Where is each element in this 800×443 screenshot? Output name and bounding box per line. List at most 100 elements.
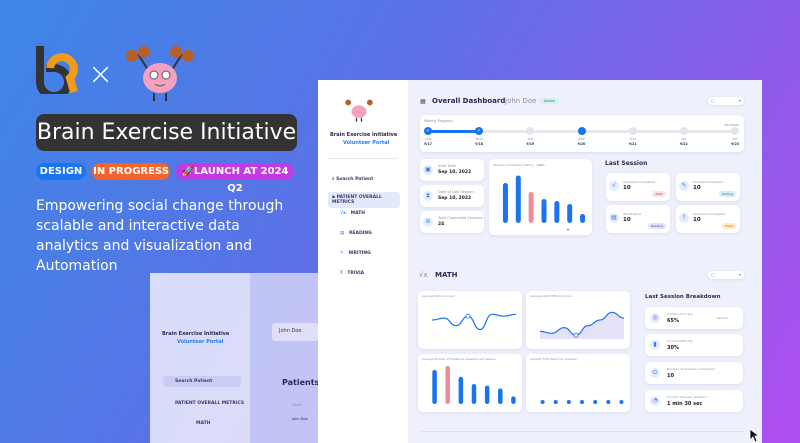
metric-icon: ⏻ (650, 368, 660, 378)
math-time-card: Average Time Spent per Question (526, 354, 630, 412)
category-icon: √ (609, 181, 619, 191)
back-user-field[interactable]: John Doe (272, 323, 318, 341)
launch-pill: 🚀LAUNCH AT 2024 Q2 (176, 163, 294, 194)
data-point[interactable] (465, 313, 471, 319)
bar[interactable] (498, 388, 503, 404)
series-line (431, 313, 517, 331)
category-badge: Trivia (722, 223, 736, 229)
day-label: SUN (424, 137, 432, 141)
breakdown-card: ◔ Current Time per Question 1 min 30 sec (645, 390, 743, 412)
day-date: 9/18 (475, 142, 484, 146)
stat-value: Sep 10, 2022 (438, 196, 472, 201)
day-date: 9/19 (526, 142, 535, 146)
sidebar-item-trivia[interactable]: ? TRIVIA (340, 271, 365, 276)
bar[interactable] (554, 201, 560, 223)
project-title: Brain Exercise Initiative (36, 114, 297, 151)
day-node[interactable] (628, 127, 637, 135)
day-node[interactable]: ✓ (424, 127, 432, 135)
bar[interactable] (619, 400, 624, 404)
last-session-card: ? Questions Completed 10 Trivia (676, 205, 740, 233)
breakdown-title: Last Session Breakdown (645, 294, 721, 300)
bar[interactable] (445, 366, 450, 404)
metric-value: 30% (667, 345, 679, 351)
session-history-title: Session Completion History (493, 163, 535, 167)
metric-value: 65% (667, 318, 679, 324)
metric-label: Number of Question Completed (667, 367, 715, 371)
bar[interactable] (606, 400, 611, 404)
chart-title: Average Number of Questions Answered per… (422, 357, 496, 361)
chart-icon: ▪ (332, 195, 337, 200)
card-label: Prompts Completed (693, 180, 723, 184)
weekly-timeline: ✓ SUN 9/17 ✓ MON 9/18 TUE 9/19 WED 9/20 THU 9/21 FRI… (420, 115, 744, 152)
bar[interactable] (502, 183, 508, 223)
brain-mascot-logo (126, 46, 194, 101)
bar[interactable] (432, 370, 437, 404)
day-node[interactable] (526, 127, 535, 135)
category-badge: Math (652, 191, 666, 197)
sidebar-item-writing[interactable]: ✎ WRITING (340, 251, 371, 256)
math-date-dropdown[interactable]: ▢ ▾ (708, 271, 744, 279)
last-session-card: ✎ Prompts Completed 10 Writing (676, 173, 740, 201)
metric-label: Current Time per Question (667, 395, 707, 399)
day-node[interactable] (577, 127, 586, 135)
bar[interactable] (541, 199, 547, 223)
day-date: 9/20 (577, 142, 586, 146)
math-difficulty-chart (539, 311, 625, 339)
sidebar-item-reading[interactable]: ▤ READING (340, 231, 372, 236)
session-history-legend: Math (537, 163, 545, 167)
day-node[interactable] (679, 127, 688, 135)
day-date: 9/21 (628, 142, 637, 146)
day-label: SAT (732, 137, 738, 141)
sidebar-logo (345, 99, 373, 122)
bar[interactable] (540, 400, 545, 404)
weekly-progress-label: Weekly Progress (424, 119, 453, 123)
background-screenshot: Brain Exercise Initiative Volunteer Port… (150, 273, 339, 443)
bar[interactable] (567, 204, 573, 223)
calendar-icon: ▢ (711, 272, 715, 277)
last-session-card: ▤ Words Read 10 Reading (606, 205, 670, 233)
chevron-down-icon: ▾ (738, 98, 741, 103)
bar[interactable] (580, 400, 584, 404)
bar[interactable] (553, 400, 558, 404)
sidebar-subtitle: Volunteer Portal (343, 140, 390, 146)
chart-title: Average Math Accuracy (422, 294, 456, 298)
cross-icon: × (88, 57, 114, 92)
divider (328, 158, 398, 159)
back-metrics[interactable]: PATIENT OVERALL METRICS (175, 401, 245, 406)
card-value: 10 (693, 217, 701, 223)
bar[interactable] (580, 214, 586, 223)
data-point[interactable] (573, 332, 579, 338)
math-questions-chart (432, 366, 516, 404)
day-node[interactable]: ✓ (475, 127, 484, 135)
day-label: WED (577, 137, 586, 141)
sidebar-patient-metrics[interactable]: ▪ PATIENT OVERALL METRICS (328, 192, 400, 208)
chart-title: Average Time Spent per Question (530, 357, 578, 361)
bar[interactable] (484, 385, 490, 404)
series-line (539, 311, 625, 336)
bar[interactable] (471, 384, 477, 404)
bar[interactable] (515, 175, 521, 224)
weekly-progress-card: Weekly Progress Versions ✓ SUN 9/17 ✓ MON 9/1… (420, 115, 744, 152)
question-icon: ? (340, 271, 348, 276)
bar[interactable] (593, 400, 598, 404)
date-dropdown[interactable]: ▢ ▾ (708, 97, 744, 105)
back-row[interactable]: John Doe (292, 417, 308, 421)
pencil-icon: ✎ (340, 251, 349, 256)
card-value: 10 (623, 185, 631, 191)
day-label: FRI (681, 137, 687, 141)
bar[interactable] (528, 192, 534, 223)
area-fill (540, 312, 624, 339)
back-col-name[interactable]: Name (292, 403, 303, 407)
back-search-patient[interactable]: Search Patient (163, 376, 241, 387)
metric-label: Current Difficulty (667, 339, 693, 343)
back-math[interactable]: MATH (196, 421, 211, 426)
day-node[interactable] (731, 127, 739, 135)
bar[interactable] (511, 396, 516, 404)
bar[interactable] (566, 400, 571, 404)
math-accuracy-card: Average Math Accuracy (418, 291, 522, 349)
bar[interactable] (458, 376, 464, 404)
sidebar-item-math[interactable]: √x MATH (340, 211, 366, 216)
sidebar-search-patient[interactable]: ⌕ Search Patient (332, 177, 374, 182)
category-icon: ▤ (609, 213, 619, 223)
metric-value: 10 (667, 373, 674, 379)
